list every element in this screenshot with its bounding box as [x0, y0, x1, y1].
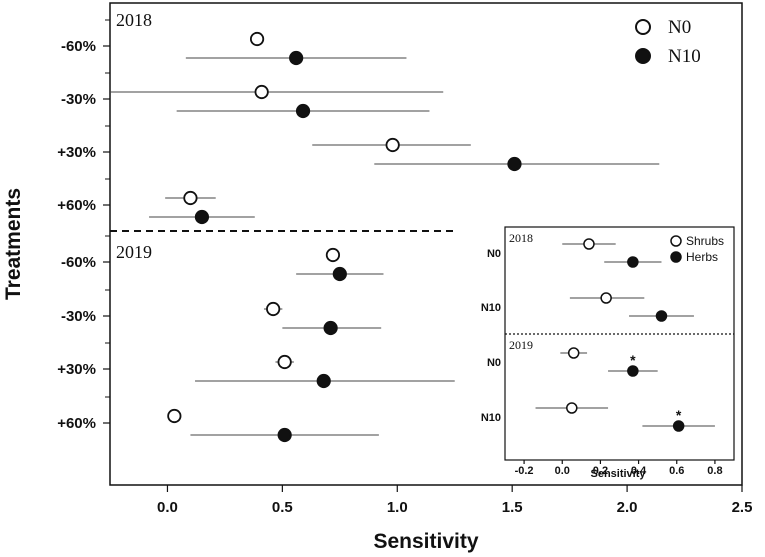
panel-year-2019-label: 2019	[116, 242, 152, 262]
point-2018-minus30pct-n10	[295, 103, 311, 119]
inset-legend-label-shrubs: Shrubs	[686, 234, 724, 248]
point-inset-2019-N0-shrubs	[567, 347, 580, 359]
x-tick-label-2: 1.0	[387, 499, 408, 516]
y-label-2018-plus30pct: +30%	[57, 144, 96, 161]
inset-legend-marker-shrubs	[670, 235, 682, 247]
main-plot-frame	[109, 2, 743, 486]
inset-plot-frame	[504, 226, 735, 461]
y-label-2019-plus30pct: +30%	[57, 361, 96, 378]
point-2018-minus30pct-n0	[254, 84, 269, 100]
point-inset-2018-N0-shrubs	[583, 238, 595, 250]
inset-y-label-2019-N10: N10	[481, 412, 501, 424]
inset-x-tick-label-2: 0.2	[593, 465, 608, 477]
point-2019-plus30pct-n0	[277, 354, 292, 370]
y-label-2018-plus60pct: +60%	[57, 197, 96, 214]
x-tick-label-1: 0.5	[272, 499, 293, 516]
point-2019-plus60pct-n10	[277, 427, 292, 443]
main-legend: N0 N10	[635, 17, 701, 67]
point-2018-plus30pct-n10	[507, 156, 522, 172]
y-label-2019-minus60pct: -60%	[61, 254, 96, 271]
point-inset-2018-N10-shrubs	[600, 292, 612, 304]
point-2019-minus60pct-n10	[332, 266, 347, 282]
x-tick-label-5: 2.5	[732, 499, 753, 516]
inset-x-tick-label-0: -0.2	[515, 465, 534, 477]
inset-legend-marker-herbs	[670, 251, 682, 263]
inset-x-tick-label-1: 0.0	[555, 465, 570, 477]
legend-marker-n0	[635, 19, 651, 35]
y-label-2018-minus60pct: -60%	[61, 38, 96, 55]
inset-plot: 2018 2019 Sensitivity -0.2 0.0 0.2 0.4 0.6 0.…	[481, 226, 735, 480]
point-2018-plus60pct-n10	[194, 209, 210, 225]
point-2019-plus60pct-n0	[167, 408, 182, 424]
inset-x-tick-label-4: 0.6	[669, 465, 684, 477]
annotation-inset-2019-N10-herbs: *	[676, 407, 682, 423]
inset-x-tick-label-5: 0.8	[707, 465, 722, 477]
point-2019-minus30pct-n10	[323, 320, 338, 336]
point-2019-minus60pct-n0	[325, 247, 341, 263]
x-tick-label-0: 0.0	[157, 499, 178, 516]
inset-year-2018-label: 2018	[509, 231, 533, 245]
y-label-2019-plus60pct: +60%	[57, 415, 96, 432]
panel-year-2018-label: 2018	[116, 10, 152, 30]
main-plot: 2018 2019 Sensitivity Treatments 0.0 0.5 1…	[2, 2, 753, 553]
inset-year-2019-label: 2019	[509, 338, 533, 352]
inset-x-tick-label-3: 0.4	[631, 465, 647, 477]
point-inset-2019-N10-herbs	[672, 420, 685, 432]
legend-label-n0: N0	[668, 17, 691, 38]
y-label-2018-minus30pct: -30%	[61, 91, 96, 108]
legend-marker-n10	[635, 48, 651, 64]
inset-x-axis-title: Sensitivity	[590, 468, 646, 480]
legend-label-n10: N10	[668, 46, 701, 67]
inset-y-label-2018-N10: N10	[481, 302, 501, 314]
point-2019-minus30pct-n0	[266, 301, 281, 317]
point-2018-minus60pct-n0	[249, 31, 265, 47]
point-inset-2018-N10-herbs	[655, 310, 668, 322]
point-2019-plus30pct-n10	[316, 373, 331, 389]
point-inset-2019-N0-herbs	[627, 365, 639, 377]
y-label-2019-minus30pct: -30%	[61, 308, 96, 325]
x-tick-label-4: 2.0	[617, 499, 638, 516]
point-2018-minus60pct-n10	[289, 50, 304, 66]
point-2018-plus60pct-n0	[183, 190, 198, 206]
x-axis-title: Sensitivity	[373, 530, 478, 553]
inset-y-label-2018-N0: N0	[487, 248, 501, 260]
point-inset-2018-N0-herbs	[627, 256, 639, 268]
x-tick-label-3: 1.5	[502, 499, 523, 516]
point-inset-2019-N10-shrubs	[566, 402, 578, 414]
annotation-inset-2019-N0-herbs: *	[630, 352, 636, 368]
inset-legend-label-herbs: Herbs	[686, 250, 718, 264]
y-axis-title: Treatments	[2, 188, 25, 300]
inset-legend: Shrubs Herbs	[670, 234, 724, 264]
point-2018-plus30pct-n0	[385, 137, 400, 153]
inset-y-label-2019-N0: N0	[487, 357, 501, 369]
